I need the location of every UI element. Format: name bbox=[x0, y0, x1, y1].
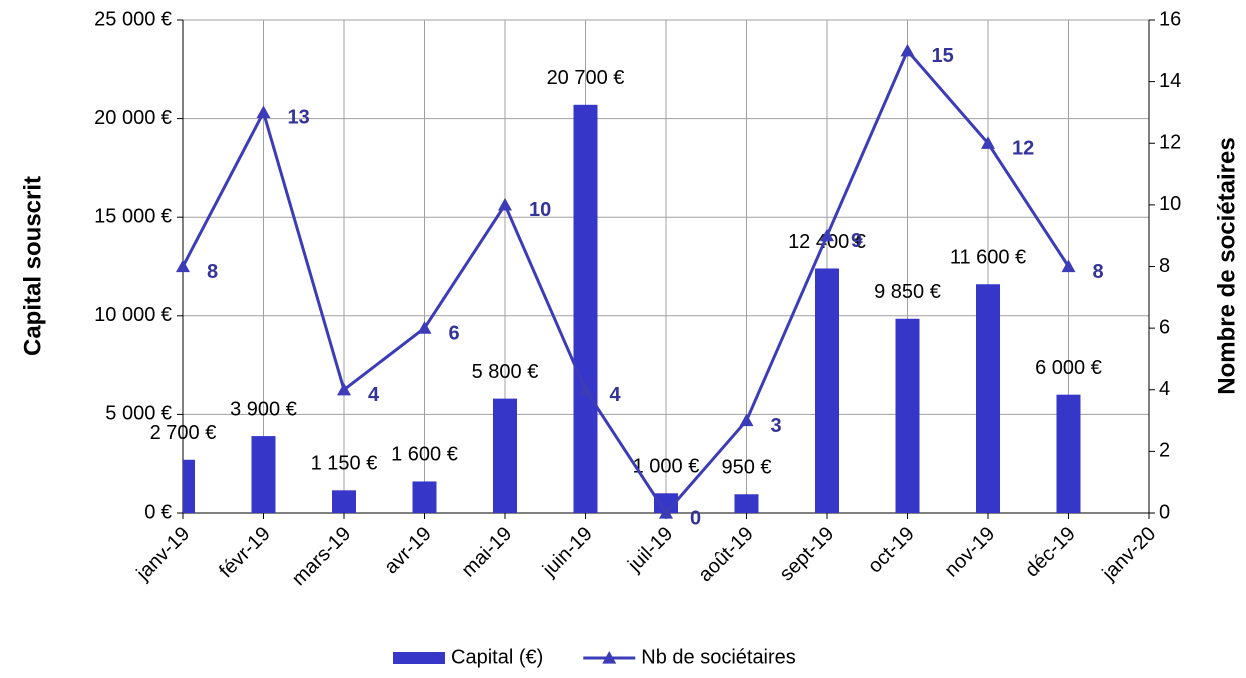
x-tick-label: nov-19 bbox=[940, 523, 999, 582]
y-tick-label: 0 € bbox=[144, 501, 172, 523]
bar-value-label: 1 600 € bbox=[391, 444, 458, 466]
y2-axis-title: Nombre de sociétaires bbox=[1213, 137, 1240, 394]
line-marker bbox=[256, 105, 271, 119]
bar bbox=[573, 104, 598, 514]
bar bbox=[493, 398, 517, 513]
line-marker bbox=[176, 259, 190, 273]
bar-value-label: 20 700 € bbox=[547, 67, 625, 89]
line-value-label: 8 bbox=[207, 261, 218, 283]
line-marker bbox=[1061, 259, 1076, 273]
bar bbox=[815, 268, 839, 513]
y-tick-label: 10 000 € bbox=[94, 304, 172, 326]
y2-tick-label: 6 bbox=[1159, 316, 1170, 338]
x-tick-label: janv-20 bbox=[1098, 523, 1161, 586]
line-value-label: 13 bbox=[288, 107, 310, 129]
x-tick-label: janv-19 bbox=[132, 523, 195, 586]
line-value-label: 9 bbox=[851, 230, 862, 252]
y-axis-title: Capital souscrit bbox=[19, 176, 46, 356]
line-value-label: 8 bbox=[1093, 261, 1104, 283]
line-value-label: 0 bbox=[690, 507, 701, 529]
line-marker bbox=[981, 136, 995, 149]
x-tick-label: déc-19 bbox=[1021, 523, 1080, 582]
bar-value-label: 5 800 € bbox=[472, 361, 539, 383]
bar-value-label: 3 900 € bbox=[230, 398, 297, 420]
x-tick-label: juil-19 bbox=[623, 523, 677, 577]
bar-value-label: 2 700 € bbox=[150, 422, 217, 444]
y2-tick-label: 2 bbox=[1159, 440, 1170, 462]
y2-tick-label: 0 bbox=[1159, 501, 1170, 523]
x-tick-label: avr-19 bbox=[380, 523, 436, 579]
x-tick-label: sept-19 bbox=[776, 523, 839, 586]
bar bbox=[976, 284, 1000, 513]
line-marker bbox=[578, 382, 593, 396]
line bbox=[181, 48, 1070, 516]
bar-value-label: 9 850 € bbox=[874, 281, 941, 303]
line-value-label: 10 bbox=[529, 199, 551, 221]
legend-label: Capital (€) bbox=[451, 646, 543, 668]
y2-tick-label: 16 bbox=[1159, 8, 1181, 30]
line-value-label: 3 bbox=[771, 415, 782, 437]
bar bbox=[734, 494, 759, 513]
bar-value-label: 12 400 € bbox=[788, 231, 866, 253]
line-marker bbox=[498, 197, 512, 211]
line-marker bbox=[337, 382, 351, 396]
line-marker bbox=[739, 413, 754, 427]
legend-label: Nb de sociétaires bbox=[641, 646, 796, 668]
line-marker bbox=[900, 43, 915, 57]
y-tick-label: 25 000 € bbox=[94, 8, 172, 30]
bar bbox=[1056, 394, 1081, 513]
y2-tick-label: 10 bbox=[1159, 193, 1181, 215]
y-tick-label: 5 000 € bbox=[105, 403, 172, 425]
bar-value-label: 950 € bbox=[721, 457, 771, 479]
line-marker bbox=[417, 321, 432, 334]
y-tick-label: 20 000 € bbox=[94, 107, 172, 129]
y2-tick-label: 8 bbox=[1159, 255, 1170, 277]
line-value-label: 6 bbox=[449, 322, 460, 344]
y2-tick-label: 12 bbox=[1159, 132, 1181, 154]
line-marker bbox=[659, 506, 673, 519]
line-value-label: 4 bbox=[610, 384, 622, 406]
bar bbox=[332, 490, 356, 513]
plot-area bbox=[183, 104, 1081, 514]
bar-value-label: 1 000 € bbox=[633, 456, 700, 478]
line-value-label: 4 bbox=[368, 384, 380, 406]
line-value-label: 15 bbox=[932, 45, 954, 67]
bar bbox=[412, 481, 437, 513]
bar bbox=[895, 318, 920, 513]
x-tick-label: févr-19 bbox=[215, 523, 275, 583]
y2-tick-label: 14 bbox=[1159, 70, 1181, 92]
legend-marker bbox=[602, 651, 617, 664]
x-tick-label: juin-19 bbox=[538, 523, 597, 582]
x-tick-label: août-19 bbox=[694, 523, 758, 587]
bar-value-label: 6 000 € bbox=[1035, 357, 1102, 379]
x-tick-label: mars-19 bbox=[288, 523, 355, 590]
legend-swatch bbox=[393, 652, 445, 664]
y2-tick-label: 4 bbox=[1159, 378, 1170, 400]
bar-value-label: 1 150 € bbox=[311, 453, 378, 475]
x-tick-label: mai-19 bbox=[457, 523, 516, 582]
bar bbox=[251, 436, 276, 513]
bar-value-label: 11 600 € bbox=[950, 247, 1026, 269]
y-tick-label: 15 000 € bbox=[94, 205, 172, 227]
x-tick-label: oct-19 bbox=[864, 523, 919, 578]
line-value-label: 12 bbox=[1012, 138, 1034, 160]
bar bbox=[183, 459, 195, 513]
line-marker bbox=[820, 228, 834, 242]
